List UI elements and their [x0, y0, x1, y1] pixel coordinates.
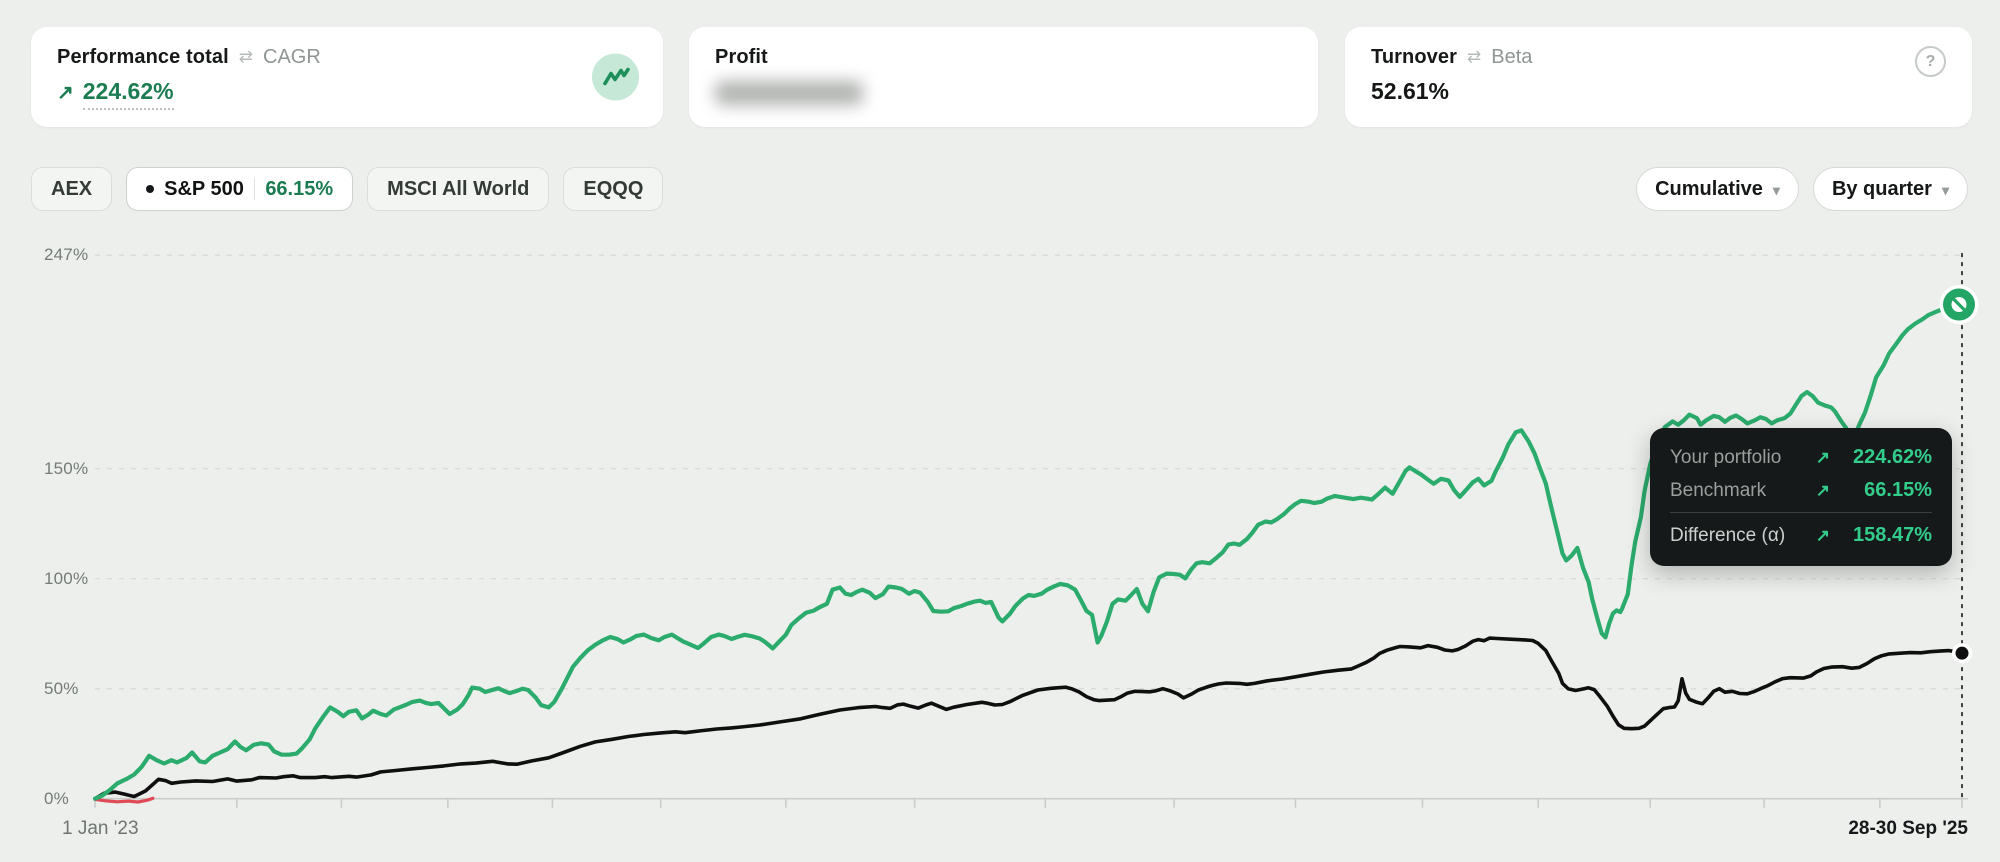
pulse-sparkline-icon — [602, 67, 630, 85]
cumulative-dropdown-label: Cumulative — [1655, 177, 1763, 200]
turnover-title: Turnover — [1371, 46, 1457, 68]
chip-sp500-value: 66.15% — [265, 177, 334, 200]
cumulative-dropdown[interactable]: Cumulative ▾ — [1636, 167, 1799, 211]
trend-up-icon: ↗ — [1815, 525, 1830, 545]
chevron-down-icon: ▾ — [1772, 181, 1780, 198]
y-tick-label: 247% — [44, 245, 89, 265]
cagr-toggle[interactable]: CAGR — [263, 46, 321, 68]
benchmark-series-dot — [146, 185, 155, 193]
y-tick-label: 100% — [44, 568, 89, 588]
x-axis-end-label: 28-30 Sep '25 — [1848, 818, 1968, 839]
swap-metric-icon[interactable]: ⇄ — [238, 47, 253, 66]
trend-up-icon: ↗ — [57, 82, 74, 104]
swap-metric-icon[interactable]: ⇄ — [1467, 47, 1482, 66]
chart-tooltip: Your portfolio ↗ 224.62% Benchmark ↗ 66.… — [1650, 428, 1952, 566]
brand-leaf-icon — [1951, 297, 1967, 313]
turnover-value: 52.61% — [1371, 78, 1450, 104]
profit-title: Profit — [715, 46, 768, 68]
period-dropdown-label: By quarter — [1831, 177, 1932, 200]
x-axis-start-label: 1 Jan '23 — [62, 818, 139, 839]
tooltip-portfolio-label: Your portfolio — [1670, 446, 1782, 468]
tooltip-benchmark-label: Benchmark — [1670, 479, 1767, 501]
help-icon[interactable]: ? — [1915, 46, 1946, 77]
tooltip-difference-value: 158.47% — [1853, 524, 1932, 546]
chip-eqqq[interactable]: EQQQ — [563, 167, 664, 211]
tooltip-divider — [1670, 512, 1932, 513]
period-dropdown[interactable]: By quarter ▾ — [1812, 167, 1968, 211]
chip-sp500[interactable]: S&P 500 66.15% — [126, 167, 354, 211]
chip-msci-label: MSCI All World — [387, 177, 530, 200]
tooltip-difference-label: Difference (α) — [1670, 524, 1786, 546]
chip-eqqq-label: EQQQ — [583, 177, 644, 200]
chip-msci-all-world[interactable]: MSCI All World — [367, 167, 550, 211]
tooltip-benchmark-value: 66.15% — [1864, 479, 1932, 501]
profit-value-redacted — [715, 81, 863, 105]
profit-card: Profit — [689, 27, 1318, 127]
trend-up-icon: ↗ — [1815, 480, 1830, 500]
y-tick-label: 50% — [44, 678, 79, 698]
performance-pulse-badge — [592, 53, 639, 101]
y-tick-label: 0% — [44, 788, 69, 808]
tooltip-portfolio-value: 224.62% — [1853, 446, 1932, 468]
turnover-card: Turnover ⇄ Beta 52.61% ? — [1345, 27, 1972, 127]
performance-total-card: Performance total ⇄ CAGR ↗ 224.62% — [31, 27, 663, 127]
trend-up-icon: ↗ — [1815, 447, 1830, 467]
beta-toggle[interactable]: Beta — [1491, 46, 1533, 68]
chip-aex-label: AEX — [51, 177, 93, 200]
chevron-down-icon: ▾ — [1941, 181, 1949, 198]
benchmark-chip-row: AEX S&P 500 66.15% MSCI All World EQQQ — [31, 167, 664, 211]
y-tick-label: 150% — [44, 458, 89, 478]
chart-view-controls: Cumulative ▾ By quarter ▾ — [1636, 167, 1968, 211]
chip-divider — [253, 178, 256, 200]
performance-total-title: Performance total — [57, 46, 229, 68]
chip-aex[interactable]: AEX — [31, 167, 113, 211]
chip-sp500-label: S&P 500 — [164, 177, 244, 200]
performance-total-value[interactable]: 224.62% — [82, 78, 174, 110]
